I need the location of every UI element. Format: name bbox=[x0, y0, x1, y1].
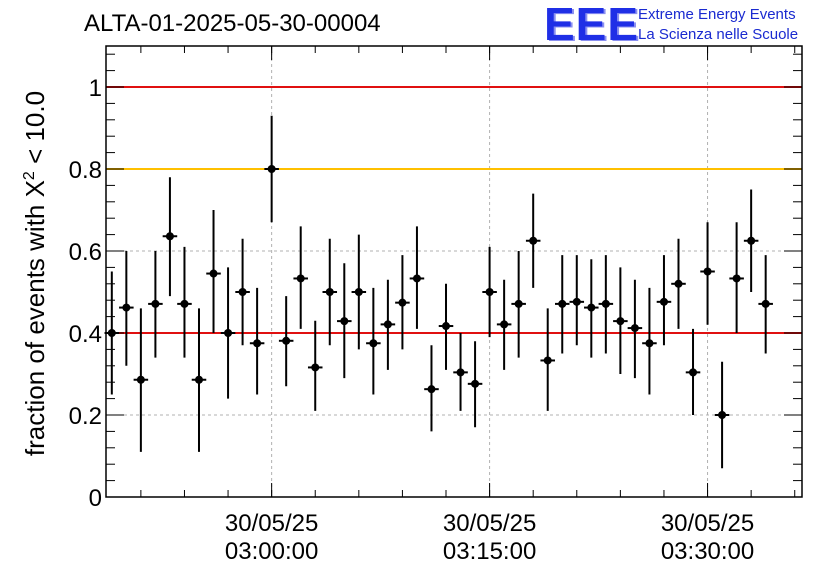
reference-lines bbox=[106, 86, 802, 334]
y-tick-label: 0.4 bbox=[69, 321, 102, 348]
data-point bbox=[732, 274, 741, 283]
data-point bbox=[718, 411, 727, 419]
data-point bbox=[747, 236, 756, 245]
data-point bbox=[398, 298, 407, 307]
y-axis-label-symbol: X bbox=[20, 180, 50, 197]
data-point bbox=[630, 324, 639, 333]
x-tick-date-label: 30/05/25 bbox=[661, 510, 754, 537]
data-point bbox=[122, 303, 131, 312]
eee-logo: EEE Extreme Energy Events La Scienza nel… bbox=[544, 0, 824, 50]
data-point bbox=[587, 303, 596, 312]
y-tick-label: 1 bbox=[89, 75, 102, 102]
data-point bbox=[165, 232, 174, 241]
data-point bbox=[674, 279, 683, 288]
data-point bbox=[194, 375, 203, 384]
data-point bbox=[471, 379, 480, 388]
data-point bbox=[703, 267, 712, 276]
eee-logo-mark: EEE bbox=[544, 0, 640, 50]
x-tick-time-label: 03:30:00 bbox=[661, 538, 754, 565]
data-point bbox=[456, 368, 465, 377]
plot-title: ALTA-01-2025-05-30-00004 bbox=[84, 10, 381, 37]
data-point bbox=[369, 339, 378, 348]
data-point bbox=[253, 339, 262, 348]
data-point bbox=[529, 236, 538, 245]
data-point bbox=[543, 356, 552, 365]
data-point bbox=[761, 299, 770, 308]
data-point bbox=[180, 299, 189, 308]
y-tick-label: 0.6 bbox=[69, 239, 102, 266]
data-point bbox=[296, 274, 305, 283]
y-axis-label-exponent: 2 bbox=[21, 171, 38, 180]
data-point bbox=[325, 288, 334, 296]
data-point bbox=[645, 339, 654, 348]
data-points bbox=[104, 115, 773, 469]
x-tick-date-label: 30/05/25 bbox=[225, 510, 318, 537]
data-point bbox=[354, 288, 363, 296]
axis-ticks bbox=[106, 46, 802, 498]
data-point bbox=[340, 317, 349, 326]
data-point bbox=[311, 363, 320, 372]
y-axis-label: fraction of events with X2 < 10.0 bbox=[20, 91, 50, 456]
axis-labels: 00.20.40.60.8130/05/2503:00:0030/05/2503… bbox=[20, 75, 754, 565]
x-tick-time-label: 03:15:00 bbox=[443, 538, 536, 565]
data-point bbox=[151, 299, 160, 308]
data-point bbox=[659, 297, 668, 306]
y-tick-label: 0.8 bbox=[69, 157, 102, 184]
data-point bbox=[427, 385, 436, 394]
logo-line-1: Extreme Energy Events bbox=[638, 6, 796, 23]
data-point bbox=[601, 299, 610, 308]
data-point bbox=[224, 329, 233, 337]
data-point bbox=[267, 165, 276, 173]
data-point bbox=[442, 322, 451, 331]
logo-line-2: La Scienza nelle Scuole bbox=[638, 26, 799, 43]
data-point bbox=[500, 320, 509, 329]
y-tick-label: 0.2 bbox=[69, 403, 102, 430]
data-point bbox=[689, 368, 698, 377]
y-axis-label-tail: < 10.0 bbox=[20, 91, 50, 171]
data-point bbox=[136, 375, 145, 384]
data-point bbox=[209, 269, 218, 278]
data-point bbox=[412, 274, 421, 283]
data-point bbox=[616, 317, 625, 326]
x-tick-time-label: 03:00:00 bbox=[225, 538, 318, 565]
plot-frame bbox=[105, 45, 803, 498]
data-point bbox=[558, 299, 567, 308]
data-point bbox=[572, 297, 581, 306]
data-point bbox=[485, 288, 494, 296]
x-tick-date-label: 30/05/25 bbox=[443, 510, 536, 537]
y-tick-label: 0 bbox=[89, 485, 102, 512]
data-point bbox=[383, 320, 392, 329]
data-point bbox=[282, 336, 291, 345]
data-point bbox=[238, 288, 247, 296]
y-axis-label-text: fraction of events with bbox=[20, 197, 50, 456]
data-point bbox=[514, 299, 523, 308]
